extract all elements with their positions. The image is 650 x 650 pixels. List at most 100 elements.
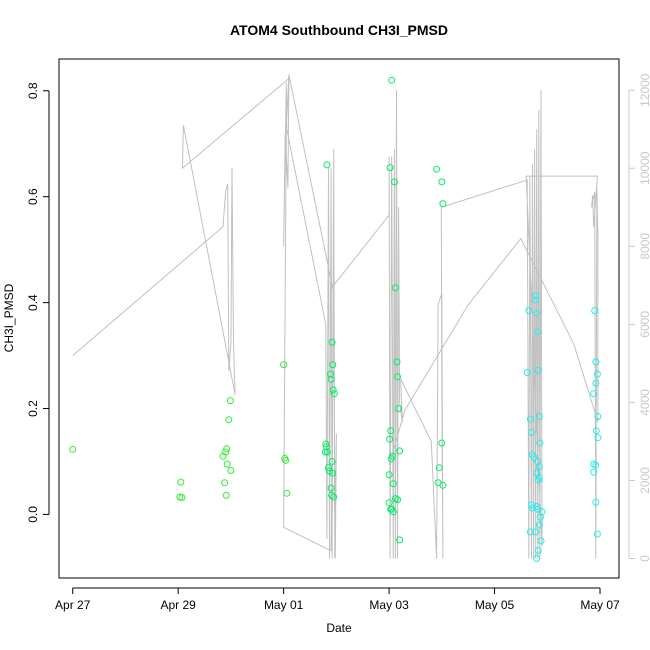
data-point <box>593 370 601 378</box>
x-tick-label: May 01 <box>264 598 304 612</box>
y-tick-label: 0.8 <box>26 82 40 99</box>
data-point <box>386 435 394 443</box>
data-point <box>330 493 338 501</box>
data-point <box>523 369 531 376</box>
data-point <box>221 479 229 487</box>
chart-title: ATOM4 Southbound CH3I_PMSD <box>230 22 448 38</box>
x-tick-label: May 03 <box>369 598 409 612</box>
data-point <box>177 478 185 486</box>
y2-tick-label: 6000 <box>638 311 650 338</box>
data-point <box>532 292 540 300</box>
axes: Apr 27 Apr 29 May 01 May 03 May 05 May 07 0.0 0… <box>26 73 650 612</box>
data-point <box>590 468 598 476</box>
data-point <box>323 161 331 169</box>
data-point <box>388 505 396 513</box>
y-tick-label: 0.2 <box>26 400 40 417</box>
data-point <box>390 178 398 186</box>
data-point <box>535 473 543 481</box>
data-point <box>69 445 77 453</box>
plot-frame <box>58 58 620 579</box>
data-point <box>225 416 233 424</box>
data-point <box>328 491 336 499</box>
data-point <box>387 427 395 435</box>
data-point <box>534 547 542 554</box>
data-point <box>226 397 234 405</box>
data-point <box>222 491 230 499</box>
data-point <box>223 445 231 453</box>
data-point <box>385 499 393 507</box>
data-point <box>433 165 441 173</box>
data-point <box>329 361 337 369</box>
data-point <box>592 358 600 366</box>
data-point <box>395 405 403 412</box>
data-point <box>322 440 330 448</box>
data-point <box>528 428 535 436</box>
y-tick-label: 0.0 <box>26 506 40 523</box>
data-point <box>590 390 598 398</box>
data-point <box>525 307 533 315</box>
data-point <box>439 200 447 208</box>
point-series <box>69 76 602 562</box>
data-point <box>439 481 447 489</box>
data-point <box>327 375 335 383</box>
data-point <box>323 448 331 456</box>
data-point <box>534 366 542 374</box>
data-point <box>394 496 401 504</box>
data-point <box>535 521 543 529</box>
data-point <box>396 536 404 544</box>
data-point <box>328 338 336 346</box>
data-point <box>388 76 396 84</box>
data-point <box>329 469 337 477</box>
data-point <box>328 458 336 465</box>
x-tick-label: May 07 <box>580 598 620 612</box>
data-point <box>325 464 332 472</box>
x-tick-label: Apr 27 <box>55 598 91 612</box>
data-point <box>526 528 534 536</box>
data-point <box>321 448 329 456</box>
data-point <box>222 448 230 456</box>
data-point <box>280 361 288 369</box>
data-point <box>282 456 290 464</box>
data-point <box>526 415 534 423</box>
y-tick-label: 0.6 <box>26 188 40 205</box>
data-point <box>178 494 186 501</box>
data-point <box>534 328 542 336</box>
data-point <box>223 460 231 468</box>
data-point <box>394 373 401 381</box>
data-point <box>322 443 330 451</box>
data-point <box>283 489 291 497</box>
data-point <box>387 455 395 463</box>
data-point <box>327 370 335 378</box>
data-point <box>594 434 602 442</box>
y2-tick-label: 2000 <box>638 467 650 494</box>
data-point <box>592 461 600 469</box>
y2-tick-label: 0 <box>638 555 650 562</box>
data-point <box>386 164 394 172</box>
data-point <box>396 447 404 455</box>
y-axis-label: CH3I_PMSD <box>2 283 16 352</box>
data-point <box>389 480 397 488</box>
data-point <box>538 508 546 516</box>
data-point <box>592 427 600 435</box>
y2-tick-label: 12000 <box>638 73 650 107</box>
data-point <box>393 358 401 366</box>
y2-tick-label: 8000 <box>638 233 650 260</box>
data-point <box>532 528 540 536</box>
data-point <box>592 498 600 506</box>
x-tick-label: Apr 29 <box>160 598 196 612</box>
data-point <box>391 284 399 292</box>
data-point <box>536 439 544 447</box>
data-point <box>329 386 337 394</box>
data-point <box>535 463 543 471</box>
data-point <box>438 178 446 186</box>
data-point <box>385 471 393 479</box>
x-tick-label: May 05 <box>475 598 515 612</box>
data-point <box>438 439 446 447</box>
secondary-line-series <box>72 74 599 559</box>
data-point <box>330 390 338 398</box>
data-point <box>530 453 538 461</box>
data-point <box>227 467 235 474</box>
data-point <box>533 554 541 562</box>
secondary-line <box>72 74 599 559</box>
data-point <box>327 484 335 492</box>
